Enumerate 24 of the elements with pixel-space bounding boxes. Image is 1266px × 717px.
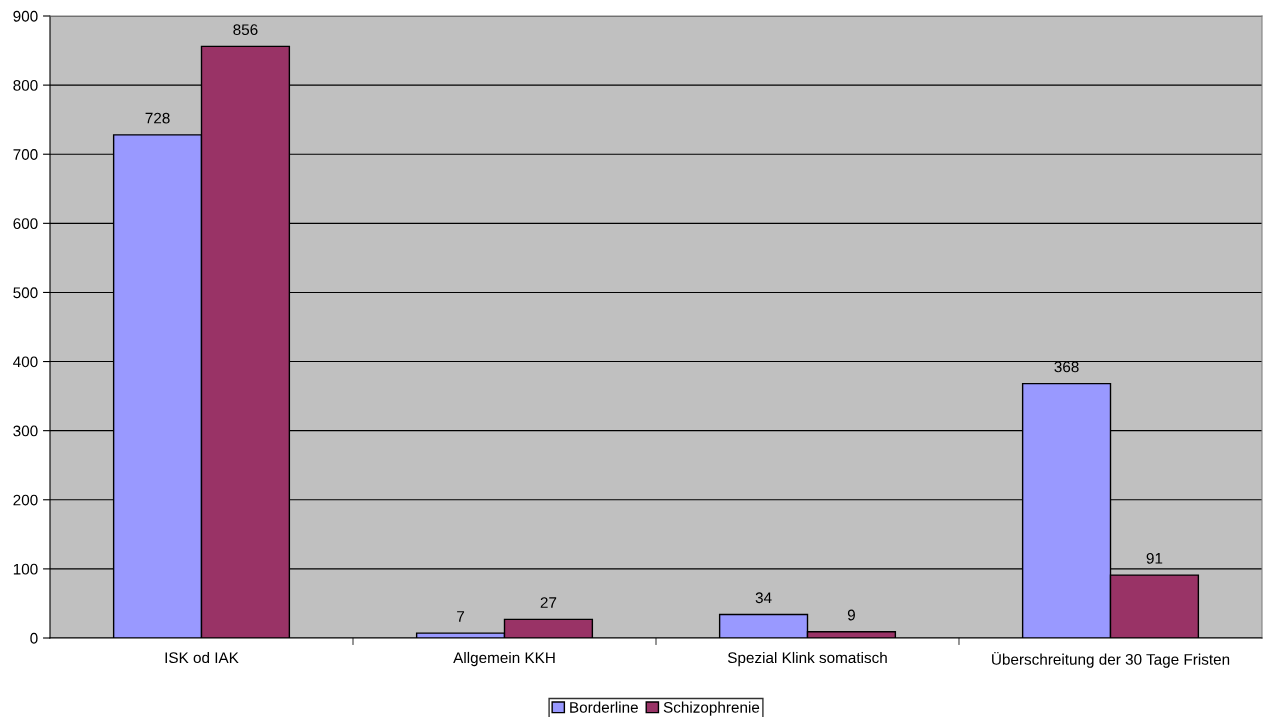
y-tick-label: 300: [13, 425, 38, 437]
x-tick-label: Spezial Klink somatisch: [727, 651, 887, 667]
y-tick-label: 700: [13, 149, 38, 160]
data-label: 91: [1146, 552, 1163, 564]
data-label: 7: [457, 611, 465, 622]
y-tick-label: 600: [13, 218, 38, 230]
y-tick-label: 500: [13, 287, 38, 299]
y-tick-label: 200: [13, 494, 38, 506]
data-label: 368: [1054, 361, 1079, 373]
y-tick-label: 900: [13, 10, 38, 22]
legend-label: Borderline: [570, 701, 638, 713]
x-tick-label: ISK od IAK: [165, 651, 239, 664]
x-tick-label: Überschreitung der 30 Tage Fristen: [992, 651, 1230, 668]
legend-label: Schizophrenie: [663, 701, 760, 716]
y-tick-label: 100: [13, 563, 38, 575]
data-label: 27: [540, 597, 557, 608]
y-tick-label: 800: [13, 79, 38, 91]
data-label: 9: [847, 609, 855, 621]
data-label: 856: [233, 24, 258, 36]
y-tick-label: 400: [13, 356, 38, 368]
data-label: 728: [145, 112, 170, 124]
x-tick-label: Allgemein KKH: [453, 651, 555, 667]
y-tick-label: 0: [30, 632, 38, 644]
data-label: 34: [755, 592, 772, 604]
